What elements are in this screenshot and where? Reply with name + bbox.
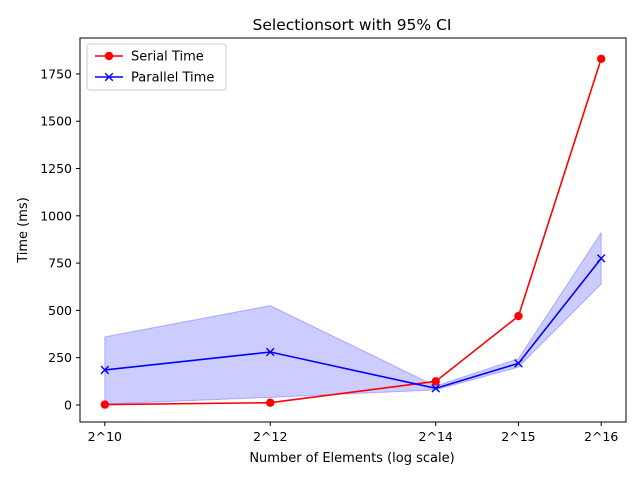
legend: Serial Time Parallel Time <box>86 43 227 91</box>
chart-title: Selectionsort with 95% CI <box>253 16 452 34</box>
legend-marker-1 <box>104 51 114 61</box>
series-2-point <box>431 384 441 393</box>
series-1-point <box>266 398 275 407</box>
x-axis-label: Number of Elements (log scale) <box>249 451 454 466</box>
series-1-point <box>100 400 110 409</box>
series-1-point <box>431 377 440 386</box>
y-tick-label: 0 <box>64 397 72 412</box>
y-tick-label: 750 <box>48 256 72 271</box>
series-2-point <box>100 365 110 375</box>
series-2-point <box>514 359 523 368</box>
y-tick-label: 1750 <box>40 66 72 81</box>
series-1-point <box>514 311 523 321</box>
x-tick-label: 2^10 <box>88 429 122 444</box>
x-tick-label: 2^16 <box>584 429 618 444</box>
x-tick-label: 2^14 <box>419 429 453 444</box>
legend-label-1: Serial Time <box>131 50 204 65</box>
y-tick-label: 500 <box>48 303 72 318</box>
y-tick-label: 1500 <box>40 114 72 129</box>
x-tick-label: 2^15 <box>501 429 535 444</box>
series-1-point <box>596 54 606 64</box>
y-axis-label: Time (ms) <box>16 197 31 264</box>
series-2-point <box>596 254 606 263</box>
x-tick-label: 2^12 <box>253 429 287 444</box>
y-tick-label: 250 <box>48 350 72 365</box>
y-tick-label: 1250 <box>40 161 72 176</box>
ci-band-2 <box>104 231 602 405</box>
plot-frame <box>79 37 627 423</box>
legend-label-2: Parallel Time <box>131 71 214 86</box>
series-2-point <box>265 347 275 357</box>
legend-marker-2 <box>104 72 114 82</box>
y-tick-label: 1000 <box>40 208 72 223</box>
